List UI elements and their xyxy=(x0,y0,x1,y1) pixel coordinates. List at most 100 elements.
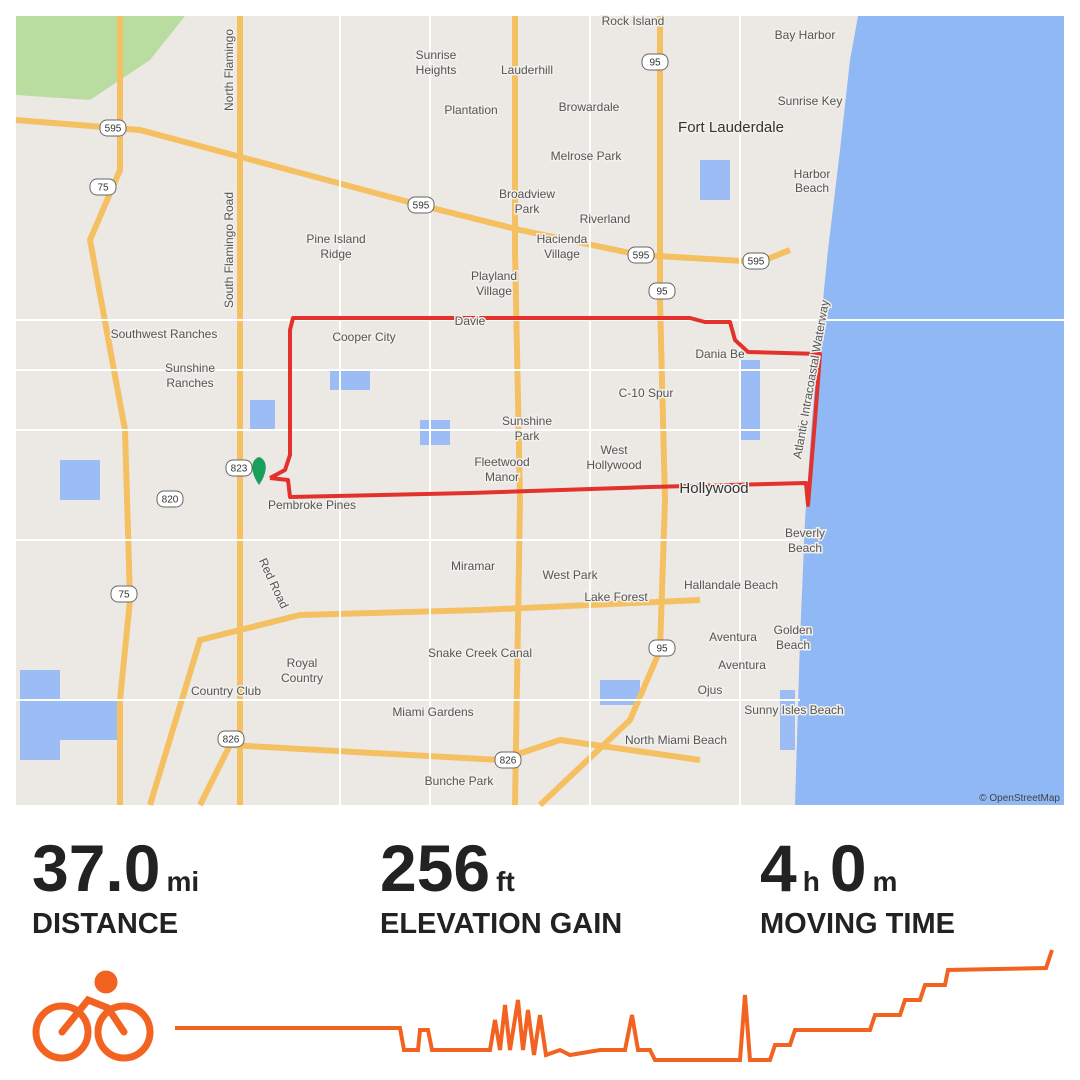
stat-unit: ft xyxy=(496,866,515,897)
stat-value: 256 xyxy=(380,831,491,905)
start-marker xyxy=(252,457,266,485)
place-label: Beach xyxy=(795,181,829,195)
shield-number: 95 xyxy=(649,58,661,69)
place-label: Ranches xyxy=(166,376,213,390)
place-label: Royal xyxy=(287,656,318,670)
highway-shield: 823 xyxy=(225,459,253,477)
place-label: Aventura xyxy=(718,658,766,672)
place-label: Park xyxy=(515,429,541,443)
place-label: Heights xyxy=(416,63,457,77)
place-label: Hollywood xyxy=(586,458,641,472)
highway-shield: 595 xyxy=(99,119,127,137)
place-label: Fleetwood xyxy=(474,455,529,469)
place-label: Bay Harbor xyxy=(775,28,836,42)
place-label: Miramar xyxy=(451,559,495,573)
place-label: Village xyxy=(476,284,512,298)
shield-number: 75 xyxy=(97,183,109,194)
shield-number: 95 xyxy=(656,287,668,298)
park xyxy=(16,16,185,100)
stat-value: 37.0 xyxy=(32,831,161,905)
place-label: Beverly xyxy=(785,526,825,540)
place-label: Park xyxy=(515,202,541,216)
place-label: Golden xyxy=(774,623,813,637)
place-label: Pine Island xyxy=(306,232,365,246)
place-label: Pembroke Pines xyxy=(268,498,356,512)
place-label: Beach xyxy=(776,638,810,652)
stat-label: MOVING TIME xyxy=(760,908,955,940)
stat-unit: h xyxy=(802,866,820,897)
place-label: Ridge xyxy=(320,247,352,261)
activity-footer xyxy=(32,949,1054,1062)
place-label: Sunrise xyxy=(416,48,457,62)
shield-number: 595 xyxy=(105,124,122,135)
shield-box xyxy=(407,196,435,214)
shield-number: 823 xyxy=(231,464,248,475)
shield-number: 595 xyxy=(413,201,430,212)
highway-shield: 75 xyxy=(110,585,138,603)
place-label: Lauderhill xyxy=(501,63,553,77)
route xyxy=(269,316,822,507)
place-label: North Miami Beach xyxy=(625,733,727,747)
shield-number: 75 xyxy=(118,590,130,601)
highway-shield: 75 xyxy=(89,178,117,196)
shield-number: 820 xyxy=(162,495,179,506)
shield-box xyxy=(641,53,669,71)
shield-box xyxy=(89,178,117,196)
stat-value: 0 xyxy=(829,831,867,905)
place-label: Manor xyxy=(485,470,519,484)
highway-shield: 826 xyxy=(217,730,245,748)
highway-shield: 826 xyxy=(494,751,522,769)
stat-label: DISTANCE xyxy=(32,908,179,940)
attribution: © OpenStreetMap xyxy=(979,793,1060,804)
stat-unit: m xyxy=(872,866,898,897)
place-label: Hallandale Beach xyxy=(684,578,778,592)
place-label: C-10 Spur xyxy=(619,386,674,400)
place-label: Plantation xyxy=(444,103,497,117)
shield-box xyxy=(217,730,245,748)
place-label: West xyxy=(600,443,628,457)
stat: 256 ft ELEVATION GAIN xyxy=(380,830,622,941)
ocean xyxy=(795,16,1064,805)
place-label: Sunny Isles Beach xyxy=(744,703,843,717)
highway-shield: 595 xyxy=(627,246,655,264)
stat-value-row: 256 ft xyxy=(380,830,622,906)
place-label: Melrose Park xyxy=(551,149,623,163)
shield-number: 826 xyxy=(500,756,517,767)
place-label: Davie xyxy=(455,314,486,328)
shield-number: 95 xyxy=(656,644,668,655)
place-label: Rock Island xyxy=(602,14,665,28)
elevation-profile xyxy=(175,949,1054,1062)
shield-box xyxy=(627,246,655,264)
place-label: Playland xyxy=(471,269,517,283)
place-label: North Flamingo xyxy=(222,29,236,111)
stat-value: 4 xyxy=(760,831,797,905)
place-label: Riverland xyxy=(580,212,631,226)
shield-number: 826 xyxy=(223,735,240,746)
place-label: Beach xyxy=(788,541,822,555)
place-label: Sunshine xyxy=(502,414,552,428)
shield-box xyxy=(156,490,184,508)
shield-box xyxy=(494,751,522,769)
place-label: Lake Forest xyxy=(584,590,648,604)
highway-shield: 95 xyxy=(648,282,676,300)
shield-number: 595 xyxy=(633,251,650,262)
place-label: Harbor xyxy=(794,167,831,181)
shield-box xyxy=(648,639,676,657)
shield-box xyxy=(648,282,676,300)
place-label: Cooper City xyxy=(332,330,395,344)
place-label: Browardale xyxy=(559,100,620,114)
place-label: Country Club xyxy=(191,684,261,698)
place-label: Hollywood xyxy=(679,480,748,497)
place-label: West Park xyxy=(542,568,598,582)
shield-box xyxy=(742,252,770,270)
stat-value-row: 37.0 mi xyxy=(32,830,209,906)
place-label: Aventura xyxy=(709,630,757,644)
place-label: Village xyxy=(544,247,580,261)
shield-box xyxy=(110,585,138,603)
stat: 37.0 mi DISTANCE xyxy=(32,830,209,941)
highway-shield: 595 xyxy=(407,196,435,214)
shield-number: 595 xyxy=(748,257,765,268)
place-label: Country xyxy=(281,671,323,685)
